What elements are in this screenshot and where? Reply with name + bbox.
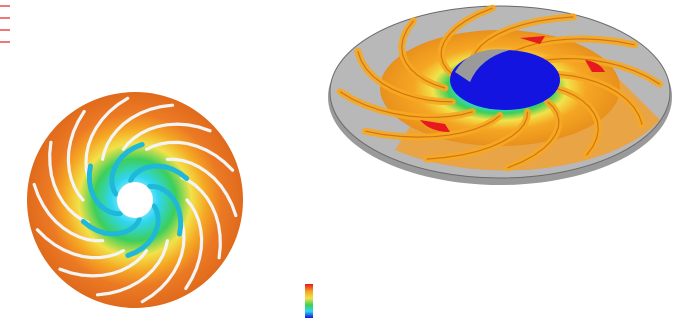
top-impeller-hub [117, 182, 153, 218]
top-impeller-inner-blades [80, 142, 190, 258]
top-impeller-blade [140, 221, 186, 304]
color-scale-bar [305, 284, 313, 318]
top-impeller-inner-blade [109, 142, 145, 197]
top-impeller-blade [58, 249, 149, 278]
iso-impeller-hotspot-3 [520, 36, 545, 44]
isometric-view-impeller [328, 4, 672, 185]
top-impeller-inner-blade [125, 203, 161, 258]
top-impeller-blade [32, 182, 105, 243]
top-impeller-blade [101, 103, 175, 161]
iso-impeller-blade-edge [339, 91, 473, 119]
top-impeller-inner-blade [147, 183, 184, 237]
top-impeller-blade [66, 109, 86, 202]
corner-dash-marks [0, 5, 10, 43]
top-impeller-inner-blade [128, 163, 190, 183]
top-impeller-blades [32, 96, 238, 304]
iso-impeller-hotspot-2 [585, 60, 605, 72]
iso-impeller-hub-cone [455, 49, 510, 82]
iso-impeller-blade-edge [401, 20, 446, 89]
iso-impeller-blade-edge [440, 7, 493, 75]
top-impeller-blade [35, 228, 125, 260]
iso-impeller-blade-edge [365, 115, 501, 138]
top-impeller-blade [95, 239, 169, 297]
top-view-impeller [27, 92, 243, 308]
iso-impeller-hotspot-1 [420, 120, 450, 132]
iso-impeller-blade-edge [426, 111, 529, 160]
top-impeller-blade [121, 122, 212, 151]
top-impeller-blade [145, 140, 235, 172]
iso-impeller-blade-edge [554, 87, 599, 156]
iso-impeller-blade-edge [527, 57, 661, 85]
top-impeller-blade [180, 175, 222, 260]
top-impeller-blade [165, 157, 238, 218]
top-impeller-blade [184, 198, 204, 291]
iso-impeller-blade-edge [357, 51, 453, 103]
top-impeller-blade [48, 140, 90, 225]
top-impeller-blade [84, 96, 130, 179]
top-impeller-inner-blade [86, 163, 123, 217]
iso-impeller-blade-edge [547, 73, 643, 125]
iso-impeller-blade-edge [507, 101, 560, 169]
top-impeller-inner-blade [80, 217, 142, 237]
